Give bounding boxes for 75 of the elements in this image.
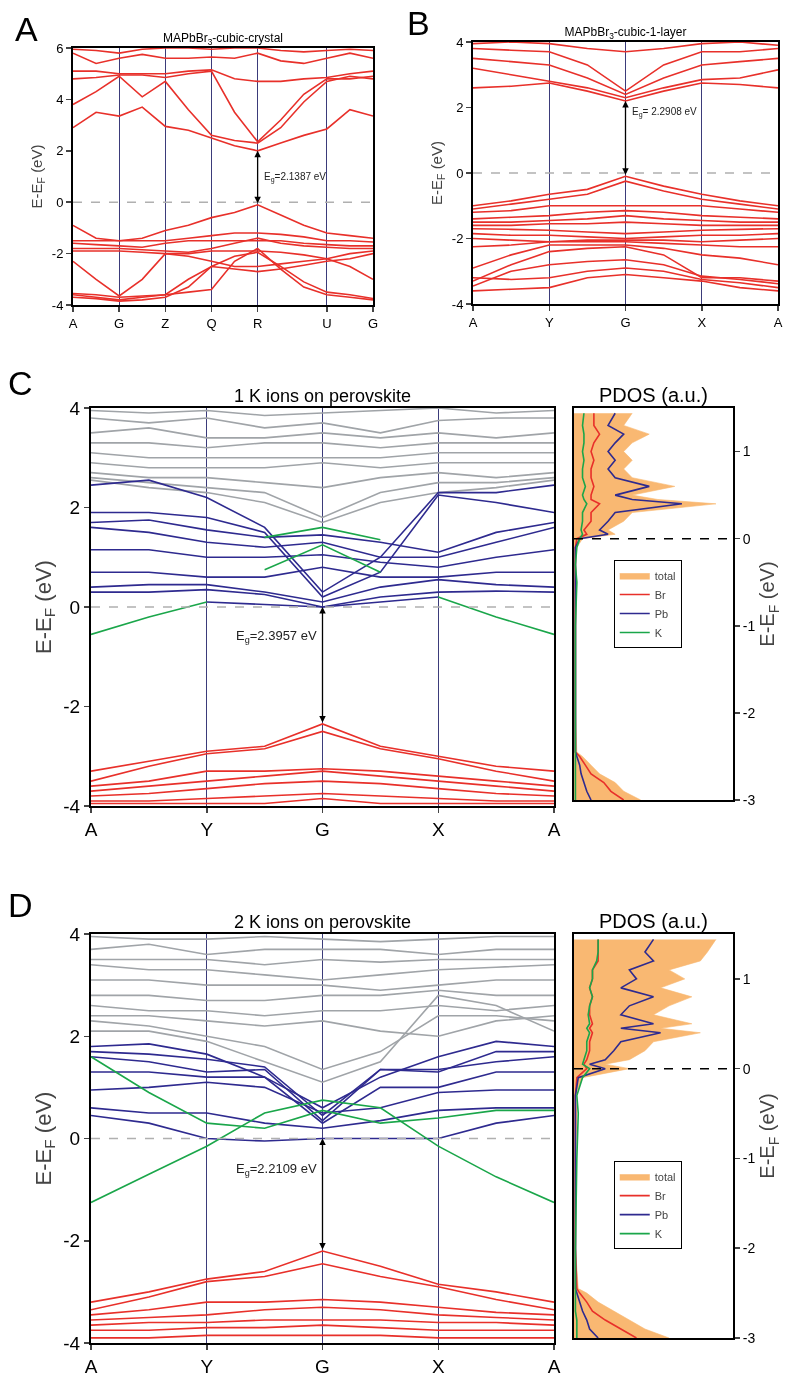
- chart-title: PDOS (a.u.): [599, 910, 708, 932]
- y-tick-label: 0: [742, 1060, 751, 1077]
- y-tick-label: -2: [63, 1230, 81, 1252]
- x-tick-label: X: [431, 1355, 445, 1375]
- y-tick-label: -4: [63, 795, 81, 817]
- annotation: E$_{g}$=2.1387 eV: [264, 171, 327, 185]
- legend-label: Br: [654, 1189, 667, 1202]
- text: B: [407, 4, 430, 42]
- y-tick-label: 1: [742, 443, 751, 460]
- text: C: [8, 364, 33, 402]
- y-tick-label: -2: [451, 231, 464, 247]
- y-tick-label: 1: [742, 970, 751, 987]
- x-tick-label: X: [697, 314, 707, 330]
- x-tick-label: G: [620, 314, 631, 330]
- y-tick-label: 2: [69, 1025, 81, 1047]
- x-tick-label: X: [431, 818, 445, 840]
- y-tick-label: 2: [56, 143, 64, 159]
- chart-title: MAPbBr$_{3}$-cubic-1-layer: [564, 25, 687, 41]
- annotation: E$_{g}$=2.3957 eV: [236, 628, 317, 645]
- y-tick-label: -2: [742, 1240, 756, 1257]
- x-tick-label: Q: [206, 315, 217, 331]
- x-tick-label: U: [322, 315, 332, 331]
- y-tick-label: 2: [69, 497, 81, 519]
- y-tick-label: 6: [56, 40, 64, 56]
- annotation: E$_{g}$=2.2109 eV: [236, 1161, 317, 1178]
- text: D: [8, 886, 33, 924]
- x-tick-label: Y: [544, 314, 554, 330]
- y-tick-label: -2: [63, 696, 81, 718]
- y-tick-label: -2: [51, 246, 64, 262]
- y-tick-label: -3: [742, 791, 756, 808]
- text: A: [15, 10, 38, 48]
- legend-label: K: [654, 1227, 663, 1240]
- x-tick-label: A: [547, 818, 561, 840]
- y-tick-label: 4: [69, 923, 81, 945]
- legend-label: K: [654, 626, 663, 639]
- y-tick-label: 4: [456, 34, 464, 50]
- y-tick-label: 4: [69, 397, 81, 419]
- x-tick-label: G: [315, 818, 330, 840]
- x-tick-label: R: [252, 315, 263, 331]
- x-tick-label: A: [84, 818, 98, 840]
- x-tick-label: Y: [200, 1355, 214, 1375]
- annotation: E$_{g}$= 2.2908 eV: [632, 106, 698, 120]
- x-tick-label: A: [84, 1355, 98, 1375]
- x-tick-label: G: [367, 315, 379, 331]
- legend-label: Pb: [654, 607, 669, 620]
- x-tick-label: G: [315, 1355, 330, 1375]
- chart-title: 2 K ions on perovskite: [233, 912, 412, 932]
- x-tick-label: Y: [200, 818, 214, 840]
- y-tick-label: 0: [742, 530, 751, 547]
- x-tick-label: A: [773, 314, 783, 330]
- y-tick-label: 0: [56, 194, 64, 210]
- y-tick-label: -1: [742, 1150, 756, 1167]
- y-tick-label: 2: [456, 100, 464, 116]
- chart-title: PDOS (a.u.): [599, 384, 708, 406]
- y-tick-label: -4: [451, 296, 464, 312]
- legend-label: total: [654, 1170, 676, 1183]
- y-tick-label: -3: [742, 1329, 756, 1346]
- y-tick-label: 0: [456, 165, 464, 181]
- y-tick-label: -2: [742, 704, 756, 721]
- x-tick-label: G: [114, 315, 125, 331]
- chart-title: MAPbBr$_{3}$-cubic-crystal: [162, 31, 284, 47]
- y-tick-label: 0: [69, 596, 81, 618]
- y-tick-label: -4: [63, 1332, 81, 1354]
- legend-label: Pb: [654, 1208, 669, 1221]
- y-tick-label: -1: [742, 617, 756, 634]
- legend-label: total: [654, 569, 676, 582]
- y-tick-label: -4: [51, 297, 64, 313]
- chart-title: 1 K ions on perovskite: [233, 386, 412, 406]
- x-tick-label: Z: [161, 315, 170, 331]
- x-tick-label: A: [547, 1355, 561, 1375]
- x-tick-label: A: [68, 315, 78, 331]
- legend-label: Br: [654, 588, 667, 601]
- y-tick-label: 0: [69, 1128, 81, 1150]
- x-tick-label: A: [468, 314, 478, 330]
- y-tick-label: 4: [56, 91, 64, 107]
